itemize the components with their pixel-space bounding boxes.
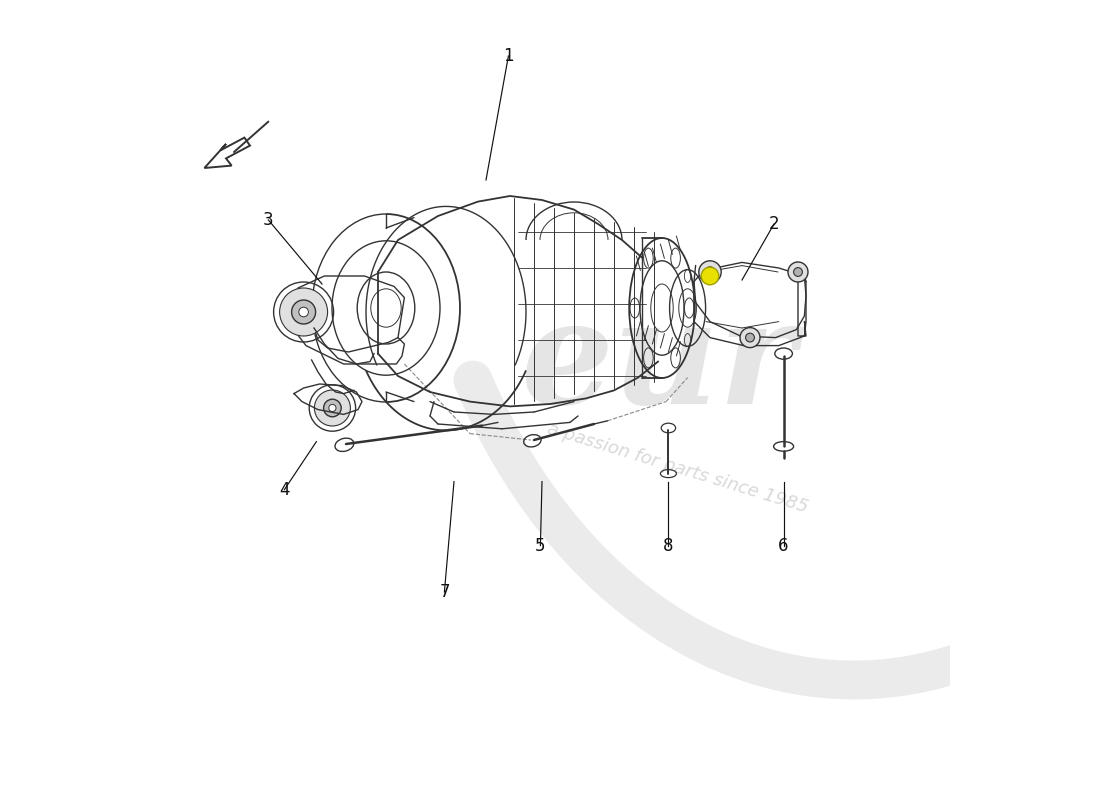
Ellipse shape (740, 328, 760, 347)
Text: 4: 4 (279, 481, 289, 498)
Text: 5: 5 (535, 537, 546, 554)
Ellipse shape (701, 267, 718, 285)
Ellipse shape (292, 300, 316, 324)
Ellipse shape (793, 267, 802, 276)
Ellipse shape (746, 334, 755, 342)
Text: 3: 3 (263, 211, 274, 229)
Ellipse shape (788, 262, 808, 282)
Text: 8: 8 (663, 537, 673, 554)
Ellipse shape (698, 261, 722, 283)
Ellipse shape (329, 404, 336, 411)
Ellipse shape (323, 399, 341, 417)
Ellipse shape (279, 288, 328, 336)
Text: 1: 1 (503, 47, 514, 65)
Text: 2: 2 (769, 215, 779, 233)
Ellipse shape (299, 307, 308, 317)
Ellipse shape (705, 266, 715, 278)
Text: 7: 7 (439, 583, 450, 601)
Text: eur: eur (520, 294, 795, 434)
Text: a passion for parts since 1985: a passion for parts since 1985 (546, 420, 811, 516)
Text: 6: 6 (779, 537, 789, 554)
Ellipse shape (315, 390, 351, 426)
